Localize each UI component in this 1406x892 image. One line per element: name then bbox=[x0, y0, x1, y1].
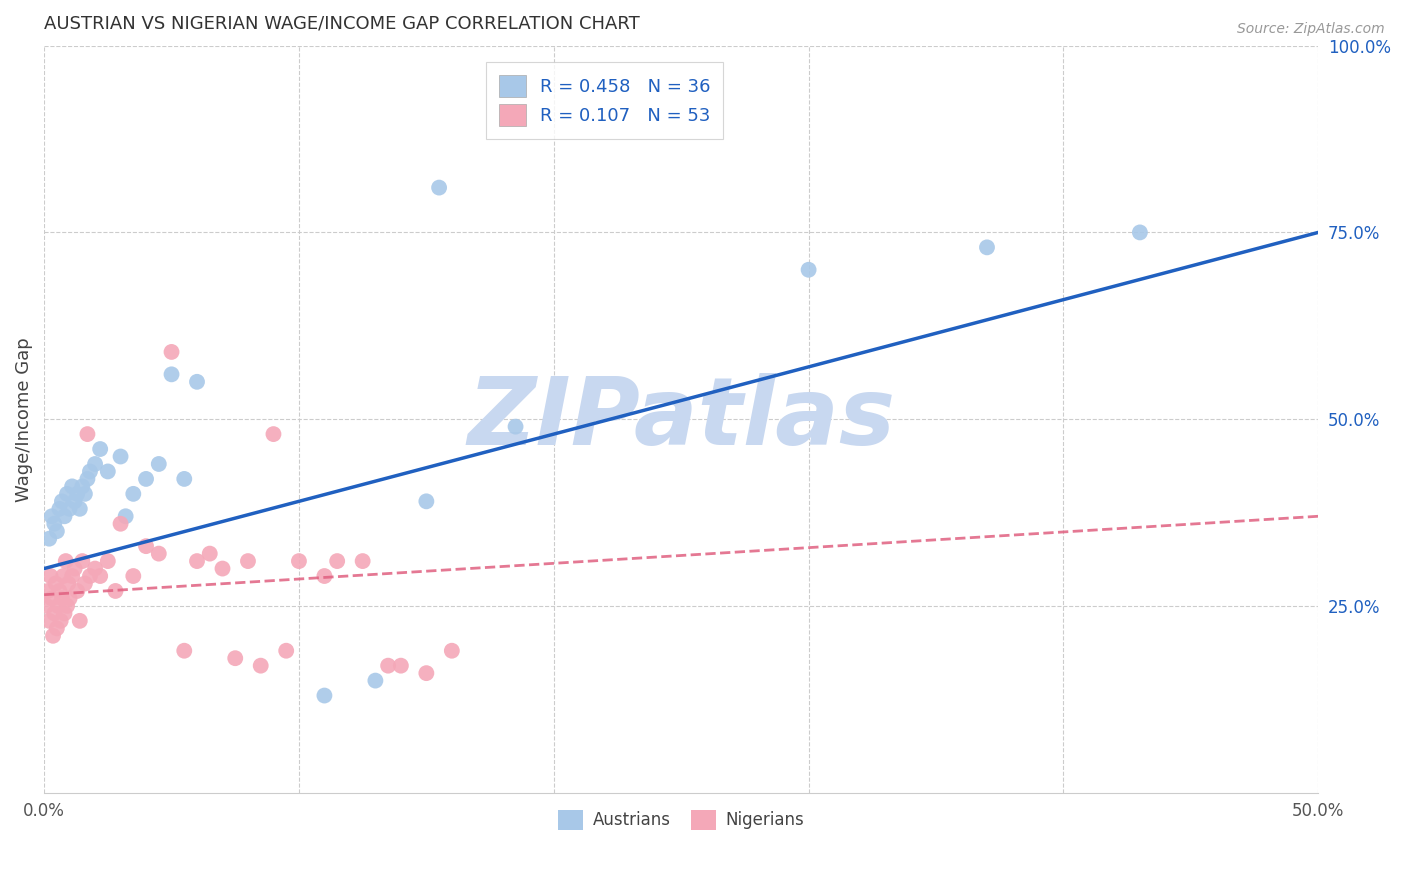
Point bbox=[97, 554, 120, 568]
Point bbox=[427, 180, 450, 194]
Point bbox=[76, 472, 98, 486]
Point bbox=[79, 569, 101, 583]
Point bbox=[69, 614, 91, 628]
Point bbox=[440, 644, 463, 658]
Point bbox=[56, 599, 79, 613]
Point bbox=[211, 561, 233, 575]
Point bbox=[60, 569, 83, 583]
Point bbox=[72, 554, 94, 568]
Point bbox=[122, 487, 145, 501]
Point bbox=[352, 554, 374, 568]
Point bbox=[35, 599, 58, 613]
Point bbox=[89, 569, 111, 583]
Point bbox=[37, 584, 59, 599]
Point bbox=[58, 576, 80, 591]
Point bbox=[73, 576, 96, 591]
Point bbox=[58, 591, 80, 606]
Point bbox=[79, 465, 101, 479]
Point bbox=[48, 584, 70, 599]
Point bbox=[364, 673, 387, 688]
Point bbox=[41, 509, 63, 524]
Point bbox=[44, 607, 66, 621]
Point bbox=[45, 576, 67, 591]
Text: Source: ZipAtlas.com: Source: ZipAtlas.com bbox=[1237, 22, 1385, 37]
Point bbox=[69, 501, 91, 516]
Text: AUSTRIAN VS NIGERIAN WAGE/INCOME GAP CORRELATION CHART: AUSTRIAN VS NIGERIAN WAGE/INCOME GAP COR… bbox=[44, 15, 640, 33]
Point bbox=[110, 516, 132, 531]
Point bbox=[84, 561, 107, 575]
Point bbox=[49, 614, 72, 628]
Point bbox=[97, 465, 120, 479]
Point bbox=[314, 689, 336, 703]
Point bbox=[148, 547, 170, 561]
Point bbox=[51, 591, 73, 606]
Point bbox=[66, 584, 89, 599]
Point bbox=[48, 501, 70, 516]
Point bbox=[262, 427, 284, 442]
Point bbox=[236, 554, 259, 568]
Point bbox=[45, 524, 67, 539]
Point bbox=[39, 569, 62, 583]
Point bbox=[46, 599, 69, 613]
Point bbox=[110, 450, 132, 464]
Point bbox=[53, 509, 76, 524]
Point bbox=[45, 621, 67, 635]
Point bbox=[114, 509, 136, 524]
Point bbox=[89, 442, 111, 456]
Point bbox=[186, 554, 208, 568]
Point bbox=[249, 658, 271, 673]
Point bbox=[797, 262, 820, 277]
Point bbox=[55, 554, 77, 568]
Point bbox=[44, 516, 66, 531]
Text: ZIPatlas: ZIPatlas bbox=[467, 373, 896, 465]
Point bbox=[198, 547, 221, 561]
Point bbox=[186, 375, 208, 389]
Point bbox=[52, 569, 75, 583]
Point bbox=[389, 658, 412, 673]
Point bbox=[160, 345, 183, 359]
Point bbox=[505, 419, 527, 434]
Point bbox=[73, 487, 96, 501]
Point bbox=[60, 479, 83, 493]
Point bbox=[288, 554, 311, 568]
Point bbox=[53, 607, 76, 621]
Point bbox=[63, 561, 86, 575]
Point bbox=[377, 658, 399, 673]
Point bbox=[66, 487, 89, 501]
Point bbox=[326, 554, 349, 568]
Point bbox=[148, 457, 170, 471]
Point bbox=[41, 591, 63, 606]
Point bbox=[42, 629, 65, 643]
Point bbox=[224, 651, 246, 665]
Point bbox=[38, 614, 60, 628]
Point bbox=[122, 569, 145, 583]
Point bbox=[51, 494, 73, 508]
Y-axis label: Wage/Income Gap: Wage/Income Gap bbox=[15, 337, 32, 501]
Point bbox=[976, 240, 998, 254]
Point bbox=[104, 584, 127, 599]
Point bbox=[72, 479, 94, 493]
Point bbox=[38, 532, 60, 546]
Point bbox=[135, 472, 157, 486]
Point bbox=[135, 539, 157, 553]
Point bbox=[173, 644, 195, 658]
Point bbox=[76, 427, 98, 442]
Point bbox=[415, 494, 437, 508]
Point bbox=[173, 472, 195, 486]
Point bbox=[84, 457, 107, 471]
Point bbox=[58, 501, 80, 516]
Point bbox=[160, 368, 183, 382]
Legend: Austrians, Nigerians: Austrians, Nigerians bbox=[551, 803, 811, 837]
Point bbox=[276, 644, 298, 658]
Point bbox=[415, 666, 437, 681]
Point bbox=[63, 494, 86, 508]
Point bbox=[314, 569, 336, 583]
Point bbox=[1129, 226, 1152, 240]
Point bbox=[56, 487, 79, 501]
